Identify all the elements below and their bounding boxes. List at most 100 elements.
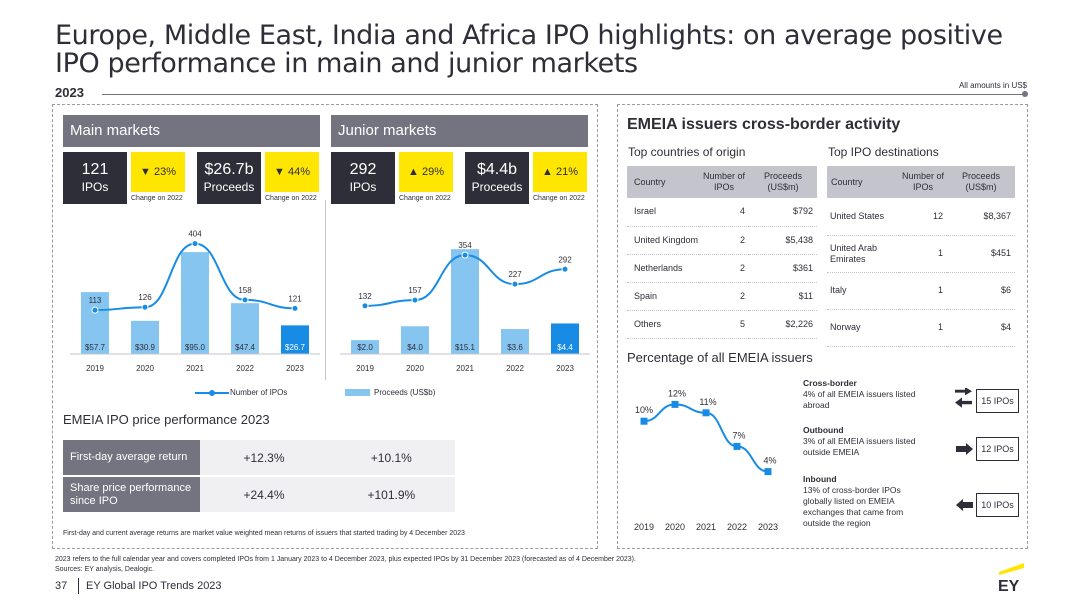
pct-point: [733, 442, 741, 450]
ipo-count-cell: 12: [899, 198, 947, 236]
main-ipos-value: 121: [81, 161, 109, 178]
ipos-point: [91, 306, 99, 314]
main-ipos-kpi: 121 IPOs: [63, 152, 127, 204]
year-tick-label: 2023: [556, 364, 574, 373]
pct-label: 10%: [635, 405, 653, 415]
ipos-label: 404: [188, 230, 202, 239]
destinations-table: Country Number of IPOs Proceeds (US$m) U…: [827, 166, 1015, 347]
inbound-text: 13% of cross-border IPOs globally listed…: [803, 485, 904, 528]
outbound-text: 3% of all EMEIA issuers listed outside E…: [803, 436, 916, 457]
main-ipos-change-note: Change on 2022: [131, 195, 183, 202]
proceeds-cell: $361: [749, 254, 817, 283]
main-ipos-change: ▼ 23%: [131, 152, 185, 192]
junior-ipos-value: 292: [349, 161, 377, 178]
page-title: Europe, Middle East, India and Africa IP…: [55, 20, 1003, 79]
amounts-note: All amounts in US$: [958, 81, 1027, 90]
ipo-count-cell: 2: [699, 226, 749, 255]
junior-proceeds-value: $4.4b: [476, 161, 518, 178]
perf-junior-value: +101.9%: [327, 475, 455, 512]
ipos-point: [461, 251, 469, 259]
proceeds-label: $57.7: [85, 343, 106, 352]
ipos-point: [411, 296, 419, 304]
proceeds-label: $26.7: [285, 343, 306, 352]
proceeds-label: $15.1: [455, 343, 476, 352]
ipos-point: [291, 304, 299, 312]
main-markets-header: Main markets: [63, 115, 320, 147]
pct-chart: 10% 2019 12% 2020 11% 2021 7% 2022 4% 2023: [634, 388, 778, 532]
ipos-label: 354: [458, 241, 472, 250]
ipos-legend-label: Number of IPOs: [230, 388, 288, 397]
pct-point: [702, 409, 710, 417]
ipos-label: 126: [138, 293, 152, 302]
pct-year-label: 2022: [727, 522, 747, 532]
junior-proceeds-kpi: $4.4b Proceeds: [465, 152, 529, 204]
proceeds-bar: [451, 249, 479, 354]
main-proceeds-label: Proceeds: [203, 180, 255, 194]
markets-divider: [325, 200, 326, 380]
perf-table: First-day average return +12.3% +10.1% S…: [63, 440, 455, 512]
perf-row-label: Share price performance since IPO: [63, 475, 201, 512]
country-cell: United Kingdom: [627, 226, 699, 255]
proceeds-label: $3.6: [507, 343, 523, 352]
junior-proceeds-label: Proceeds: [471, 180, 523, 194]
proceeds-legend-swatch: [345, 389, 370, 396]
dest-col-proceeds: Proceeds (US$m): [947, 166, 1015, 198]
year-divider: [102, 94, 1024, 95]
year-tick-label: 2022: [506, 364, 524, 373]
proceeds-label: $47.4: [235, 343, 256, 352]
table-row: Share price performance since IPO +24.4%…: [63, 475, 455, 512]
ipos-label: 113: [89, 296, 102, 305]
ipo-count-cell: 2: [699, 282, 749, 311]
ipos-label: 132: [358, 292, 372, 301]
ipo-count-cell: 5: [699, 310, 749, 339]
proceeds-bar: [281, 325, 309, 354]
pct-label: 4%: [763, 456, 776, 466]
pct-year-label: 2021: [696, 522, 716, 532]
left-panel: [52, 104, 598, 549]
perf-note: First-day and current average returns ar…: [63, 530, 465, 537]
table-row: First-day average return +12.3% +10.1%: [63, 440, 455, 476]
proceeds-cell: $5,438: [749, 226, 817, 255]
year-tick-label: 2021: [456, 364, 474, 373]
perf-main-value: +24.4%: [200, 475, 328, 512]
main-proceeds-change-note: Change on 2022: [265, 195, 317, 202]
proceeds-cell: $792: [749, 198, 817, 227]
main-ipos-label: IPOs: [81, 180, 109, 194]
country-cell: Netherlands: [627, 254, 699, 283]
crossborder-title: Cross-border: [803, 378, 857, 388]
table-row: Norway 1 $4: [827, 309, 1015, 347]
proceeds-cell: $451: [947, 235, 1015, 273]
inbound-title: Inbound: [803, 474, 837, 484]
ipo-count-cell: 1: [899, 272, 947, 310]
footnote-sources: Sources: EY analysis, Dealogic.: [55, 566, 155, 573]
year-divider-dot: [1022, 91, 1028, 97]
year-tick-label: 2023: [286, 364, 304, 373]
ipos-label: 227: [508, 270, 522, 279]
junior-ipos-kpi: 292 IPOs: [331, 152, 395, 204]
footnote-scope: 2023 refers to the full calendar year an…: [55, 556, 636, 563]
junior-proceeds-change-note: Change on 2022: [533, 195, 585, 202]
ipos-label: 292: [558, 255, 572, 264]
table-row: United States 12 $8,367: [827, 198, 1015, 236]
ipos-label: 158: [238, 286, 252, 295]
dest-col-country: Country: [827, 166, 899, 198]
ipos-label: 157: [408, 286, 422, 295]
pct-year-label: 2023: [758, 522, 778, 532]
right-panel: [617, 104, 1028, 549]
table-row: United Kingdom 2 $5,438: [627, 226, 817, 255]
country-cell: Italy: [827, 272, 899, 310]
main-proceeds-value: $26.7b: [204, 161, 254, 178]
country-cell: Spain: [627, 282, 699, 311]
year-tick-label: 2020: [136, 364, 154, 373]
year-tick-label: 2021: [186, 364, 204, 373]
perf-main-value: +12.3%: [200, 440, 328, 476]
perf-row-label: First-day average return: [63, 440, 201, 476]
ipo-count-cell: 2: [699, 254, 749, 283]
proceeds-bar: [231, 303, 259, 354]
proceeds-bar: [131, 320, 159, 354]
year-tick-label: 2019: [356, 364, 374, 373]
country-cell: Norway: [827, 309, 899, 347]
page-separator: [78, 578, 79, 594]
pct-point: [640, 417, 648, 425]
junior-markets-chart: $2.0 2019 $4.0 2020 $15.1 2021 $3.6 2022 $4.4 202…: [340, 241, 590, 373]
